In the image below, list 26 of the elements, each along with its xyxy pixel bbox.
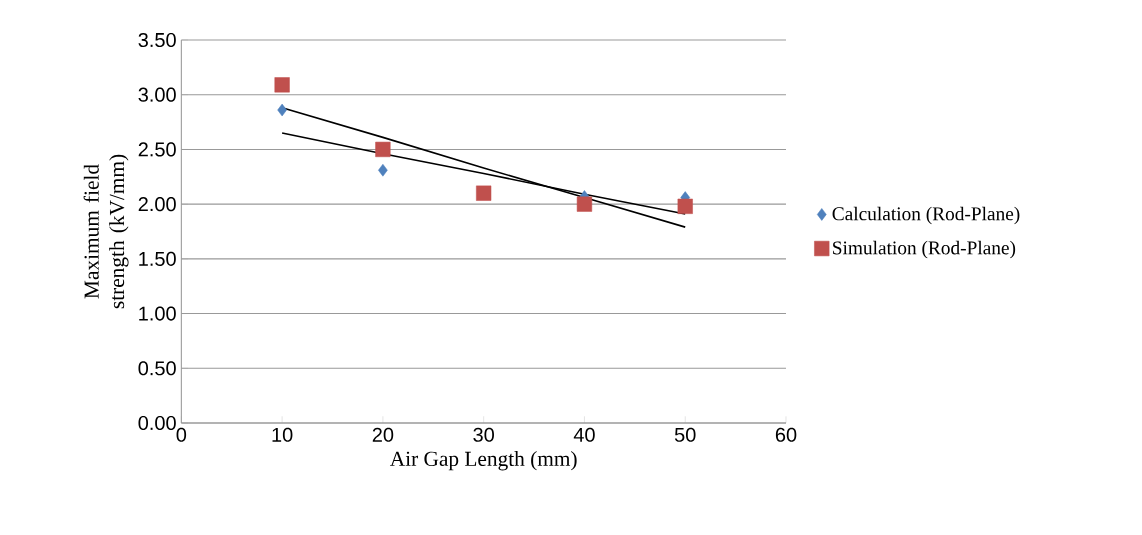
y-axis-title: Maximum field strength (kV/mm) — [83, 154, 129, 309]
y-tick-label: 2.50 — [138, 142, 176, 157]
y-tick-label: 1.50 — [139, 251, 176, 266]
point — [476, 185, 492, 201]
x-tick-label: 20 — [372, 427, 394, 442]
y-tick-label: 3.00 — [138, 87, 176, 102]
legend-label: Simulation (Rod-Plane) — [833, 240, 1016, 259]
x-tick-label: 60 — [775, 427, 797, 442]
x-tick-label: 0 — [176, 427, 187, 442]
y-tick-label: 0.50 — [138, 361, 176, 376]
y-tick-label: 1.00 — [139, 306, 176, 321]
y-tick-label: 2.00 — [138, 197, 176, 212]
x-tick-label: 40 — [573, 427, 595, 442]
point — [375, 141, 391, 158]
point — [274, 77, 290, 93]
x-tick-label: 50 — [674, 427, 696, 442]
point — [277, 103, 287, 117]
point — [576, 196, 593, 212]
x-tick-label: 10 — [272, 427, 293, 442]
y-tick-label: 3.50 — [138, 32, 176, 48]
x-tick-label: 30 — [473, 427, 494, 442]
point — [677, 198, 693, 214]
y-tick-label: 0.00 — [138, 415, 176, 431]
x-axis-title: Air Gap Length (mm) — [389, 451, 577, 471]
legend-label: Calculation (Rod-Plane) — [832, 206, 1020, 225]
point — [378, 163, 388, 177]
